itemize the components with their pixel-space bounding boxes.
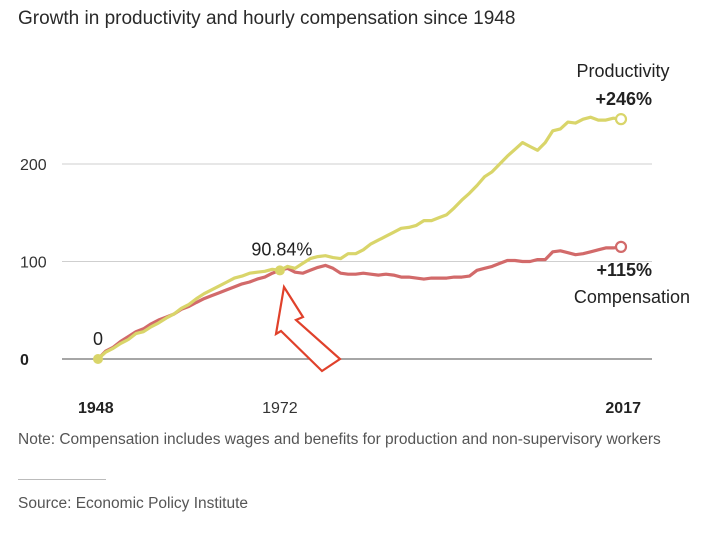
- annotation-marker-1: [274, 265, 285, 276]
- series-lines: [96, 115, 623, 361]
- annotation-arrow: [274, 283, 342, 373]
- annotation-label-0: 0: [93, 329, 103, 349]
- series-markers: [93, 113, 628, 364]
- y-tick-label-100: 100: [20, 255, 47, 272]
- pointer-arrow-shape: [274, 283, 342, 373]
- series-line-productivity: [96, 115, 623, 361]
- series-end-label-productivity: +246%: [595, 89, 652, 109]
- y-tick-label-200: 200: [20, 157, 47, 174]
- x-tick-label-1948: 1948: [78, 400, 114, 417]
- tick-labels: 0 100 200 1948 1972 2017: [20, 157, 641, 417]
- chart-note: Note: Compensation includes wages and be…: [18, 431, 661, 448]
- chart-source: Source: Economic Policy Institute: [18, 495, 249, 512]
- chart-title: Growth in productivity and hourly compen…: [18, 8, 516, 29]
- gridlines: [62, 163, 652, 360]
- series-name-productivity: Productivity: [576, 61, 669, 81]
- x-tick-label-2017: 2017: [605, 400, 641, 417]
- annotation-marker-0: [93, 354, 103, 364]
- x-tick-label-1972: 1972: [262, 400, 298, 417]
- y-tick-label-0: 0: [20, 352, 29, 369]
- series-line-compensation: [96, 245, 623, 361]
- data-labels: 0 90.84% Productivity +246% +115% Compensatio…: [93, 61, 690, 349]
- footer-divider: [18, 479, 106, 480]
- endpoint-marker-productivity: [614, 113, 628, 126]
- series-end-label-compensation: +115%: [596, 260, 652, 280]
- annotation-label-1: 90.84%: [251, 239, 312, 259]
- endpoint-marker-compensation: [614, 240, 628, 253]
- series-name-compensation: Compensation: [574, 287, 690, 307]
